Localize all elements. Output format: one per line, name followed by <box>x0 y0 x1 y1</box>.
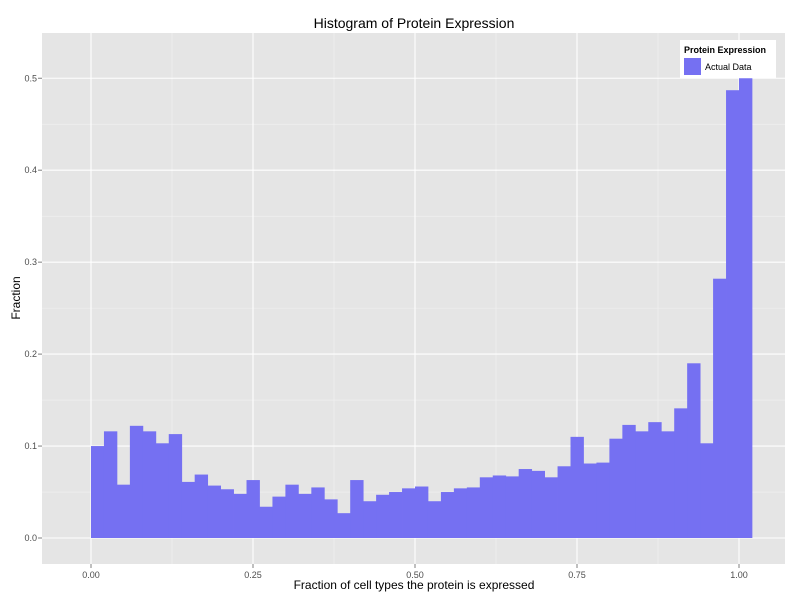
histogram-bar <box>648 422 662 538</box>
histogram-bar <box>570 436 584 538</box>
histogram-bar <box>700 443 714 538</box>
histogram-bar <box>103 431 118 538</box>
histogram-bar <box>402 488 416 538</box>
histogram-bar <box>337 513 351 538</box>
histogram-bar <box>91 446 105 538</box>
legend-label: Actual Data <box>705 62 752 72</box>
histogram-bar <box>466 487 481 538</box>
histogram-bar <box>440 492 455 538</box>
y-tick-label: 0.2 <box>24 349 37 359</box>
histogram-bar <box>272 496 286 538</box>
histogram-bar <box>505 476 520 538</box>
histogram-bar <box>661 431 675 538</box>
histogram-bar <box>635 431 649 538</box>
histogram-bar <box>492 475 507 538</box>
x-tick-label: 0.50 <box>406 570 424 580</box>
histogram-bar <box>674 408 688 538</box>
histogram-bar <box>557 466 571 538</box>
histogram-bar <box>194 474 209 538</box>
histogram-bar <box>544 477 558 538</box>
histogram-bar <box>376 494 390 538</box>
histogram-bar <box>622 424 636 538</box>
y-tick-label: 0.5 <box>24 73 37 83</box>
histogram-bar <box>311 487 325 538</box>
histogram-bar <box>129 425 144 538</box>
histogram-bar <box>181 481 196 538</box>
minor-gridlines <box>42 33 785 564</box>
histogram-bar <box>350 480 364 538</box>
histogram-bar <box>415 486 429 538</box>
legend-key <box>684 58 701 75</box>
histogram-bar <box>479 477 494 538</box>
histogram-bar <box>609 438 623 538</box>
x-axis-ticks: 0.00 0.25 0.50 0.75 1.00 <box>82 564 748 580</box>
histogram-bar <box>453 488 468 538</box>
histogram-bar <box>713 278 727 538</box>
histogram-bar <box>259 506 273 538</box>
histogram-bar <box>531 470 545 538</box>
histogram-bar <box>739 78 753 538</box>
histogram-bar <box>324 499 338 538</box>
histogram-bar <box>168 434 183 538</box>
legend-title: Protein Expression <box>684 45 766 55</box>
legend: Protein Expression Actual Data <box>680 40 776 78</box>
x-tick-label: 0.25 <box>244 570 262 580</box>
histogram-bar <box>207 485 221 538</box>
histogram-bar <box>298 493 312 538</box>
bars <box>91 78 753 539</box>
x-tick-label: 0.00 <box>82 570 100 580</box>
histogram-bar <box>155 443 170 538</box>
x-axis-title: Fraction of cell types the protein is ex… <box>294 578 535 592</box>
y-axis-ticks: 0.0 0.1 0.2 0.3 0.4 0.5 <box>24 73 42 543</box>
histogram-bar <box>389 492 403 538</box>
y-tick-label: 0.3 <box>24 257 37 267</box>
y-tick-label: 0.4 <box>24 165 37 175</box>
histogram-bar <box>518 469 533 538</box>
histogram-bar <box>233 493 247 538</box>
histogram-bar <box>427 501 442 538</box>
y-axis-title: Fraction <box>9 276 23 319</box>
y-tick-label: 0.0 <box>24 533 37 543</box>
histogram-bar <box>583 463 597 538</box>
histogram-bar <box>246 480 260 538</box>
histogram-bar <box>142 431 157 538</box>
histogram-bar <box>363 501 377 538</box>
chart-title: Histogram of Protein Expression <box>314 15 515 31</box>
x-tick-label: 1.00 <box>730 570 748 580</box>
histogram-bar <box>116 484 131 538</box>
histogram-bar <box>285 484 299 538</box>
histogram-bar <box>220 489 234 538</box>
histogram-bar <box>687 363 701 538</box>
histogram-bar <box>726 90 740 539</box>
y-tick-label: 0.1 <box>24 441 37 451</box>
x-tick-label: 0.75 <box>568 570 586 580</box>
histogram-bar <box>596 462 610 538</box>
